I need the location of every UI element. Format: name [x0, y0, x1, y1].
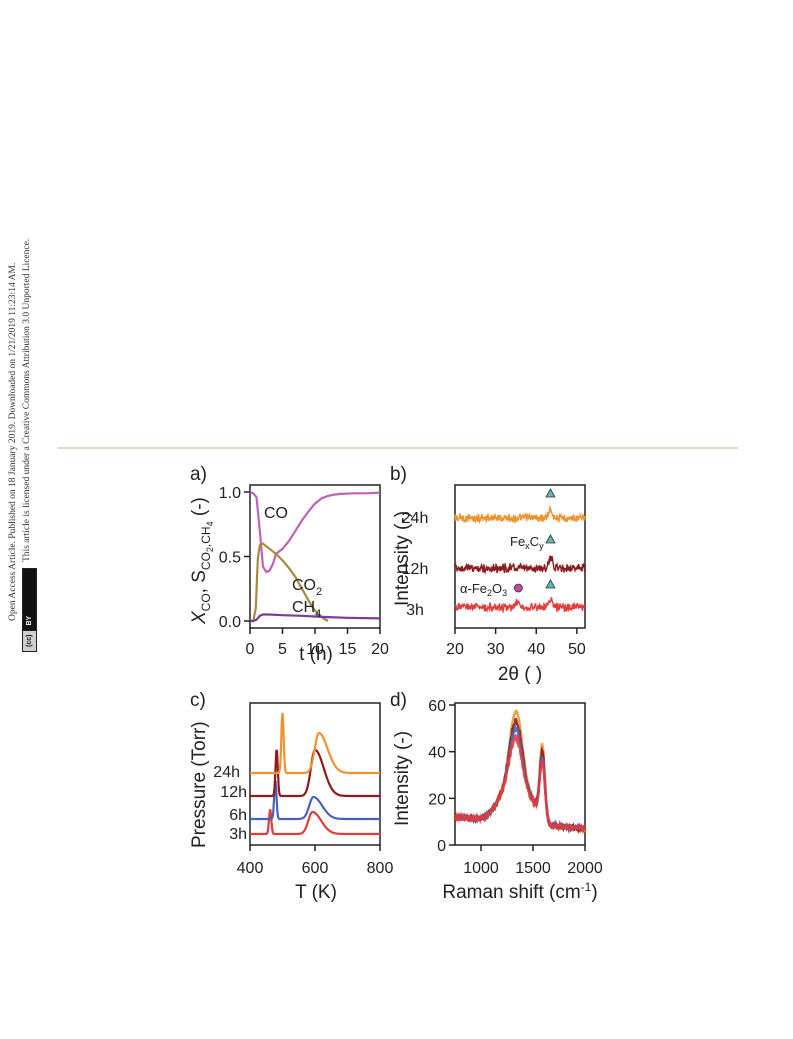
page-divider — [58, 447, 738, 449]
panel-c-xlabel: T (K) — [295, 882, 337, 903]
panel-b-label-24h: 24h — [402, 510, 429, 527]
panel-b-label-3h: 3h — [406, 602, 424, 619]
panel-a-series-co — [249, 490, 381, 574]
panel-d-ytick-label: 40 — [428, 745, 446, 762]
panel-b-xtick-label: 50 — [568, 641, 586, 658]
panel-d-series-6h — [454, 724, 586, 834]
panel-d-series-12h — [453, 717, 587, 835]
panel-c-label-24h: 24h — [213, 764, 240, 781]
panel-a-xlabel: t (h) — [299, 644, 333, 665]
panel-a-label-co2: CO2 — [292, 577, 322, 598]
panel-c-series-24h — [250, 712, 380, 775]
panel-a-xtick-label: 0 — [246, 641, 255, 658]
panel-a-chart: 0 5 10 15 20 0.0 0.5 1.0 t (h) XCO, SCO2,CH4 (-… — [189, 484, 389, 665]
panel-b-frame — [454, 484, 586, 629]
panel-a-series-co2 — [250, 542, 329, 623]
panel-b-series-12h — [454, 555, 586, 576]
fexcy-marker-icon — [545, 488, 556, 498]
panel-a-series-ch4 — [250, 613, 381, 623]
panel-c-series-6h — [250, 780, 380, 821]
panel-d-ytick-label: 20 — [428, 791, 446, 808]
panel-c-label-3h: 3h — [229, 826, 247, 843]
panel-b-ylabel: Intensity (-) — [392, 511, 413, 606]
panel-b-annotation-alpha: α-Fe2O3 — [460, 581, 507, 598]
panel-d-xtick-label: 1000 — [463, 860, 499, 877]
panel-a-label-co: CO — [264, 505, 288, 522]
panel-b-xtick-label: 20 — [446, 641, 464, 658]
panel-c-label-6h: 6h — [229, 807, 247, 824]
panel-b-xtick-label: 30 — [487, 641, 505, 658]
panel-c-xtick-label: 400 — [237, 860, 264, 877]
panel-a-xtick-label: 15 — [339, 641, 357, 658]
panel-a-xtick-label: 10 — [306, 641, 324, 658]
panel-c-ylabel: Pressure (Torr) — [189, 721, 210, 848]
panel-c-label-12h: 12h — [220, 784, 247, 801]
panel-d-ylabel: Intensity (-) — [392, 731, 413, 826]
panel-a-letter: a) — [190, 464, 207, 485]
panel-b-annotation-fexcy: FexCy — [510, 534, 544, 551]
panel-a-ytick-label: 1.0 — [219, 485, 241, 502]
panel-c-xtick-label: 600 — [302, 860, 329, 877]
panel-b-series-3h — [454, 597, 586, 614]
panel-b-series-24h — [454, 506, 586, 525]
panel-b-label-12h: 12h — [402, 561, 429, 578]
panel-d-ytick-label: 60 — [428, 698, 446, 715]
alpha-fe2o3-marker-icon — [513, 583, 523, 593]
panel-b-xlabel: 2θ ( ) — [498, 664, 542, 685]
panel-b-letter: b) — [390, 464, 407, 485]
panel-c-xtick-label: 800 — [367, 860, 394, 877]
panel-d-ytick-label: 0 — [437, 838, 446, 855]
panel-d-series-24h — [454, 708, 586, 835]
panel-a-xtick-label: 5 — [278, 641, 287, 658]
panel-a-label-ch4: CH4 — [292, 599, 321, 620]
panel-a-ylabel: XCO, SCO2,CH4 (-) — [189, 497, 215, 625]
panel-b-chart: 20 30 40 50 24h 12h 3h FexCy α-Fe2O3 2θ ( )… — [392, 484, 586, 685]
fexcy-marker-icon — [545, 579, 556, 589]
panel-c-chart: 400 600 800 24h 12h 6h 3h T (K) Pressure (… — [189, 702, 394, 903]
panel-d-chart: 1000 1500 2000 0 20 40 60 Raman shift (cm-1) I… — [392, 698, 603, 903]
cc-license-badge[interactable]: (cc) BY — [22, 568, 37, 652]
panel-d-xlabel: Raman shift (cm-1) — [442, 880, 597, 903]
panel-b-xtick-label: 40 — [527, 641, 545, 658]
panel-d-xtick-label: 1500 — [515, 860, 551, 877]
panel-d-xtick-label: 2000 — [567, 860, 603, 877]
fexcy-marker-icon — [545, 534, 556, 544]
panel-a-xtick-label: 20 — [371, 641, 389, 658]
panel-d-letter: d) — [390, 690, 407, 711]
panel-d-series-3h — [453, 733, 587, 833]
panel-a-ytick-label: 0.0 — [219, 614, 241, 631]
panel-c-series-3h — [250, 809, 380, 836]
panel-d-frame — [454, 702, 586, 846]
panel-c-letter: c) — [190, 690, 206, 711]
panel-a-ytick-label: 0.5 — [219, 550, 241, 567]
